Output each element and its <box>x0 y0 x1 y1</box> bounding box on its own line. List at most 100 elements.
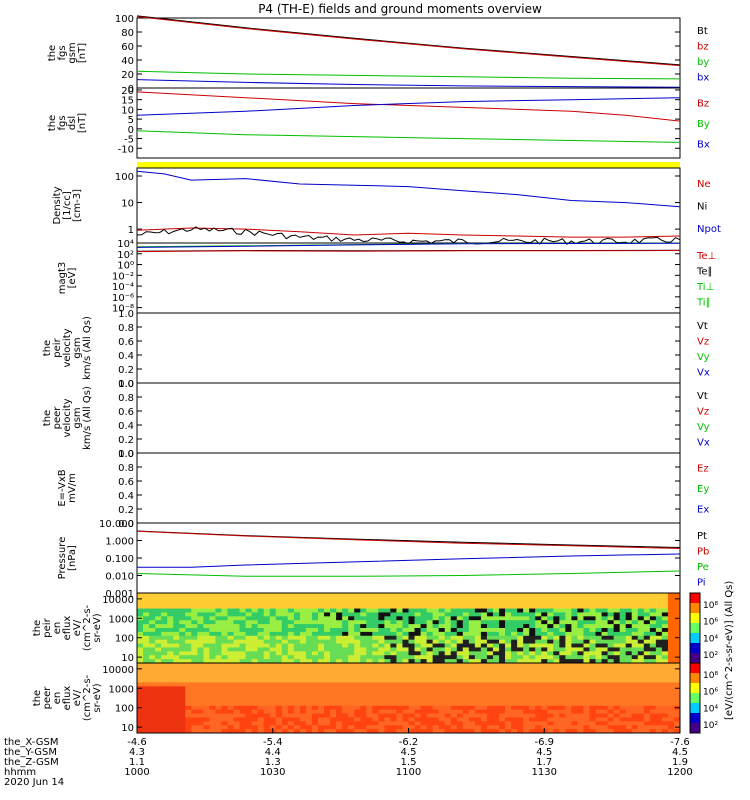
heatmap-cell <box>511 729 518 734</box>
heatmap-cell <box>251 655 259 660</box>
heatmap-cell <box>637 651 645 656</box>
heatmap-cell <box>438 709 446 715</box>
heatmap-cell <box>577 655 584 660</box>
heatmap-cell <box>390 678 397 683</box>
heatmap-cell <box>499 694 506 699</box>
heatmap-cell <box>673 624 681 629</box>
heatmap-cell <box>269 686 277 691</box>
heatmap-cell <box>450 690 458 695</box>
heatmap-cell <box>444 655 452 660</box>
heatmap-cell <box>511 713 518 718</box>
ylabel-line: velocity <box>62 398 73 437</box>
heatmap-cell <box>438 608 446 613</box>
heatmap-cell <box>336 631 343 637</box>
heatmap-cell <box>595 631 603 637</box>
heatmap-cell <box>529 678 536 683</box>
heatmap-cell <box>167 666 174 672</box>
ytick-label: 0.8 <box>118 393 134 404</box>
heatmap-cell <box>553 682 560 687</box>
heatmap-cell <box>263 674 271 680</box>
heatmap-cell <box>625 635 633 641</box>
colorbar-tick: 10⁸ <box>703 601 718 611</box>
heatmap-cell <box>523 686 530 691</box>
heatmap-cell <box>637 639 645 645</box>
heatmap-cell <box>360 686 367 691</box>
heatmap-cell <box>203 593 210 598</box>
heatmap-cell <box>673 674 681 680</box>
heatmap-cell <box>420 616 428 621</box>
heatmap-cell <box>233 647 241 652</box>
heatmap-cell <box>414 620 422 625</box>
heatmap-cell <box>293 608 301 613</box>
heatmap-cell <box>667 620 675 625</box>
heatmap-cell <box>336 620 343 625</box>
xaxis-row-value: 1200 <box>667 767 692 778</box>
heatmap-cell <box>155 709 162 715</box>
heatmap-cell <box>456 698 464 703</box>
heatmap-cell <box>565 701 572 707</box>
heatmap-cell <box>149 631 156 637</box>
heatmap-cell <box>299 725 307 730</box>
heatmap-cell <box>299 635 307 641</box>
heatmap-cell <box>318 682 325 687</box>
heatmap-cell <box>179 721 186 726</box>
heatmap-cell <box>366 670 373 676</box>
heatmap-cell <box>637 604 645 610</box>
heatmap-cell <box>462 608 470 613</box>
heatmap-cell <box>197 639 204 645</box>
heatmap-cell <box>281 674 289 680</box>
heatmap-cell <box>324 682 331 687</box>
heatmap-cell <box>287 674 295 680</box>
heatmap-cell <box>221 713 228 718</box>
heatmap-cell <box>547 701 554 707</box>
heatmap-cell <box>480 682 488 687</box>
heatmap-cell <box>601 694 609 699</box>
heatmap-cell <box>155 701 162 707</box>
heatmap-cell <box>197 725 204 730</box>
heatmap-cell <box>143 701 150 707</box>
heatmap-cell <box>613 620 621 625</box>
heatmap-cell <box>336 616 343 621</box>
heatmap-cell <box>281 698 289 703</box>
heatmap-cell <box>595 608 603 613</box>
heatmap-cell <box>408 643 416 648</box>
ylabel-line: the <box>47 45 58 61</box>
heatmap-cell <box>631 631 639 637</box>
heatmap-cell <box>275 729 283 734</box>
heatmap-cell <box>535 674 542 680</box>
heatmap-cell <box>643 608 651 613</box>
heatmap-cell <box>191 600 198 606</box>
heatmap-cell <box>143 663 150 668</box>
heatmap-cell <box>251 690 259 695</box>
heatmap-cell <box>203 666 210 672</box>
heatmap-cell <box>631 713 639 718</box>
heatmap-cell <box>613 663 621 668</box>
heatmap-cell <box>468 639 476 645</box>
heatmap-cell <box>221 682 228 687</box>
heatmap-cell <box>143 608 150 613</box>
heatmap-cell <box>384 670 391 676</box>
heatmap-cell <box>402 709 409 715</box>
heatmap-cell <box>318 635 325 641</box>
heatmap-cell <box>523 674 530 680</box>
ylabel-line: fgs <box>57 115 68 130</box>
heatmap-cell <box>649 596 657 602</box>
heatmap-cell <box>517 643 524 648</box>
heatmap-cell <box>450 608 458 613</box>
heatmap-cell <box>649 608 657 613</box>
heatmap-cell <box>505 694 512 699</box>
heatmap-cell <box>426 655 434 660</box>
heatmap-cell <box>305 631 313 637</box>
heatmap-cell <box>293 659 301 664</box>
heatmap-cell <box>251 729 259 734</box>
heatmap-cell <box>173 729 180 734</box>
heatmap-cell <box>191 690 198 695</box>
heatmap-cell <box>233 694 241 699</box>
heatmap-cell <box>360 593 367 598</box>
heatmap-cell <box>330 608 337 613</box>
heatmap-cell <box>299 729 307 734</box>
heatmap-cell <box>511 678 518 683</box>
heatmap-cell <box>474 628 482 633</box>
heatmap-cell <box>583 709 590 715</box>
heatmap-cell <box>209 690 216 695</box>
